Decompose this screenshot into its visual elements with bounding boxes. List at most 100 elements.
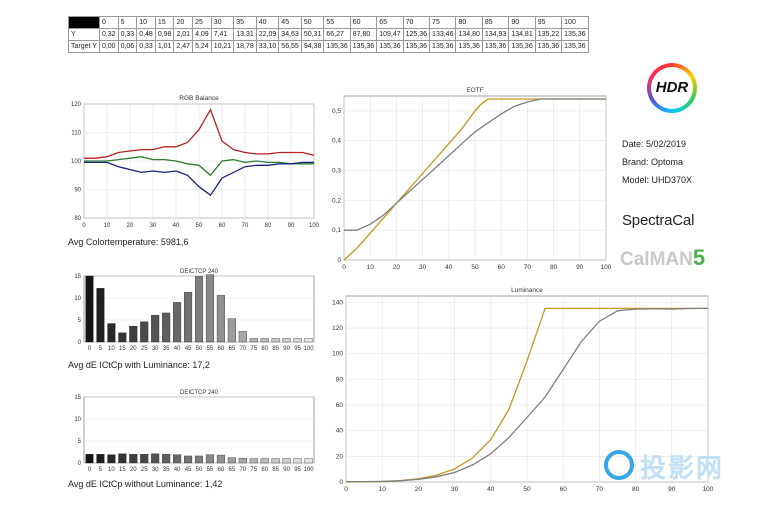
table-row: Target Y 0,00 0,06 0,33 1,01 2,47 5,24 10,21 18,… [68, 40, 589, 53]
x-tick-label: 40 [487, 486, 495, 493]
table-header-cell: 40 [255, 16, 280, 29]
x-tick-label: 0 [88, 346, 92, 352]
x-tick-label: 70 [239, 467, 246, 473]
bar [140, 453, 149, 464]
bar [151, 453, 160, 464]
bar [293, 338, 302, 343]
x-tick-label: 85 [272, 346, 279, 352]
y-tick-label: 15 [74, 274, 81, 280]
table-cell: 0,33 [117, 28, 138, 41]
bar [129, 453, 138, 464]
bar [216, 295, 225, 343]
calman-logo: CalMAN5 [620, 245, 705, 271]
x-tick-label: 75 [250, 467, 257, 473]
bar [107, 454, 116, 464]
avg-de-ictcp-luminance-caption: Avg dE ICtCp with Luminance: 17,2 [68, 360, 210, 370]
x-tick-label: 50 [196, 467, 203, 473]
series-line-red [84, 108, 315, 159]
hdr-logo-text: HDR [651, 67, 693, 109]
x-tick-label: 10 [108, 346, 115, 352]
y-tick-label: 100 [71, 159, 82, 165]
table-cell: 18,78 [233, 40, 257, 53]
chart-title: DEICTCP 240 [180, 269, 219, 275]
watermark-text: 投影网 [640, 453, 725, 483]
y-tick-label: 80 [336, 376, 344, 383]
x-tick-label: 50 [196, 346, 203, 352]
table-header-cell: 65 [376, 16, 404, 29]
report-info: Date: 5/02/2019 Brand: Optoma Model: UHD… [622, 135, 692, 189]
series-line-gray [344, 98, 606, 231]
table-cell: 2,01 [173, 28, 194, 41]
x-tick-label: 15 [119, 467, 126, 473]
x-tick-label: 10 [104, 223, 111, 229]
x-tick-label: 65 [229, 467, 236, 473]
bar [238, 331, 247, 343]
table-header-cell: 50 [300, 16, 325, 29]
table-cell: 13,31 [233, 28, 257, 41]
series-line-blue [84, 161, 314, 197]
bar [118, 332, 127, 343]
table-cell: 109,47 [376, 28, 404, 41]
report-date: Date: 5/02/2019 [622, 139, 687, 149]
report-model: Model: UHD370X [622, 175, 693, 185]
bar [129, 325, 138, 343]
bar [227, 318, 236, 343]
x-tick-label: 70 [239, 346, 246, 352]
x-tick-label: 45 [185, 467, 192, 473]
table-cell: 22,09 [255, 28, 280, 41]
x-tick-label: 70 [524, 264, 532, 271]
table-header-cell: 60 [349, 16, 378, 29]
table-cell: 0,32 [98, 28, 119, 41]
y-tick-label: 110 [71, 131, 81, 137]
bar [304, 338, 313, 343]
y-tick-label: 140 [332, 299, 343, 306]
bar [173, 302, 182, 343]
x-tick-label: 95 [294, 467, 301, 473]
bar [194, 276, 204, 343]
avg-colortemperature-caption: Avg Colortemperature: 5981,6 [68, 237, 189, 247]
eotf-chart: EOTF 0 0,1 0,2 0,3 0,4 0,5 0 10 20 30 40 50 60 70 80 90 1… [332, 87, 612, 271]
x-tick-label: 50 [523, 486, 531, 493]
series-line-green [84, 156, 314, 177]
y-tick-label: 0,4 [332, 138, 341, 145]
x-tick-label: 80 [265, 223, 272, 229]
y-tick-label: 5 [78, 439, 82, 445]
y-tick-label: 60 [336, 402, 344, 409]
bar [304, 458, 313, 464]
bar [173, 454, 182, 464]
x-tick-label: 90 [288, 223, 295, 229]
x-tick-label: 20 [127, 223, 134, 229]
series-line-gray [346, 307, 709, 483]
y-tick-label: 0,5 [332, 108, 341, 115]
x-tick-label: 80 [261, 346, 268, 352]
table-header-cell: 10 [136, 16, 156, 29]
table-header-cell: 95 [534, 16, 563, 29]
table-cell: 7,41 [210, 28, 235, 41]
x-tick-label: 20 [415, 486, 423, 493]
bar [205, 454, 214, 464]
table-cell: 135,22 [534, 28, 563, 41]
x-tick-label: 70 [242, 223, 249, 229]
table-header-cell: 20 [173, 16, 194, 29]
x-tick-label: 20 [130, 467, 137, 473]
table-header-cell: 100 [561, 16, 589, 29]
table-cell: 134,93 [481, 28, 510, 41]
table-cell: 0,06 [117, 40, 138, 53]
x-tick-label: 30 [451, 486, 459, 493]
bar [85, 453, 94, 464]
bar [162, 312, 171, 343]
report-brand: Brand: Optoma [622, 157, 684, 167]
bar [271, 338, 280, 343]
x-tick-label: 5 [99, 346, 103, 352]
x-tick-label: 60 [560, 486, 568, 493]
y-tick-label: 120 [332, 325, 343, 332]
ictcp-without-luminance-chart: DEICTCP 240 0 5 10 15 0 5 10 15 20 25 30 35 40 45 50 55 6… [74, 390, 315, 473]
bar [205, 274, 214, 343]
table-row-label: Y [68, 28, 100, 41]
luminance-chart: Luminance 0 20 40 60 80 100 120 140 0 10 20 30 40 50 60… [332, 287, 714, 493]
x-tick-label: 60 [218, 346, 225, 352]
luminance-data-table: 0 5 10 15 20 25 30 35 40 45 50 55 60 65 70 75 80 85 90 95 10… [68, 16, 589, 53]
y-tick-label: 10 [74, 417, 81, 423]
x-tick-label: 95 [294, 346, 301, 352]
table-header-cell: 5 [117, 16, 138, 29]
